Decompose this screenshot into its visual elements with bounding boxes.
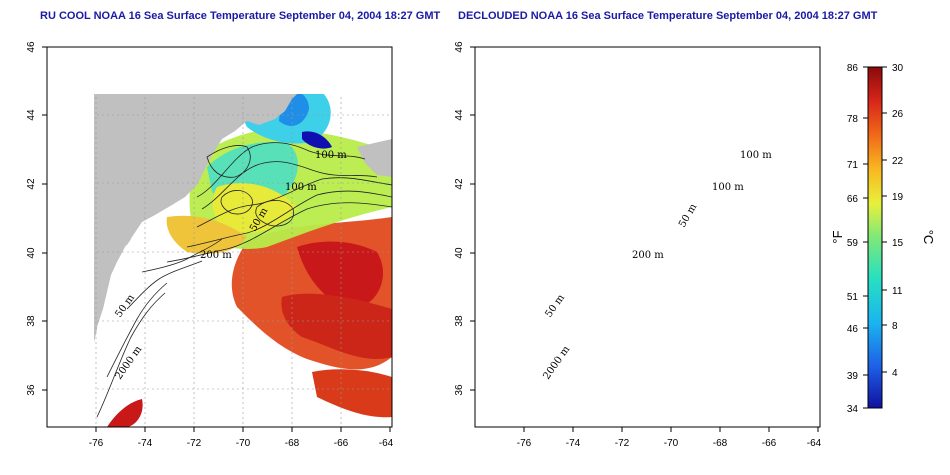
celsius-unit-label: °C <box>921 230 936 245</box>
celsius-tick-4: 4 <box>892 368 898 379</box>
left-map-panel: 100 m 100 m 50 m 200 m 50 m 2000 m <box>46 46 393 428</box>
fahrenheit-tick-59: 59 <box>847 238 859 249</box>
right-contour-label-100m-b: 100 m <box>712 182 744 193</box>
right-lon-tick-70: -70 <box>664 438 679 449</box>
left-contour-label-100m-a: 100 m <box>315 150 347 161</box>
right-map-title: DECLOUDED NOAA 16 Sea Surface Temperatur… <box>458 10 878 22</box>
left-lat-tick-38: 38 <box>26 315 37 327</box>
right-lat-tick-38: 38 <box>454 315 465 327</box>
fahrenheit-tick-78: 78 <box>847 114 859 125</box>
celsius-tick-8: 8 <box>892 321 898 332</box>
left-lat-tick-46: 46 <box>26 41 37 53</box>
celsius-tick-19: 19 <box>892 192 904 203</box>
celsius-tick-30: 30 <box>892 63 904 74</box>
right-lon-tick-74: -74 <box>566 438 581 449</box>
colorbar-gradient <box>867 66 883 409</box>
left-lon-tick-68: -68 <box>285 438 300 449</box>
right-lon-tick-66: -66 <box>762 438 777 449</box>
right-lat-axis: 46 44 42 40 38 36 <box>454 41 475 396</box>
celsius-tick-11: 11 <box>892 286 903 297</box>
right-lon-tick-64: -64 <box>807 438 822 449</box>
right-lat-tick-42: 42 <box>454 178 465 190</box>
left-lon-tick-66: -66 <box>334 438 349 449</box>
right-lon-tick-72: -72 <box>615 438 630 449</box>
left-lat-tick-36: 36 <box>26 384 37 396</box>
right-lat-tick-40: 40 <box>454 247 465 259</box>
right-lat-tick-46: 46 <box>454 41 465 53</box>
right-lat-tick-36: 36 <box>454 384 465 396</box>
celsius-tick-15: 15 <box>892 238 904 249</box>
fahrenheit-tick-86: 86 <box>847 63 859 74</box>
left-grid <box>94 94 392 427</box>
fahrenheit-tick-71: 71 <box>847 160 859 171</box>
left-map-title: RU COOL NOAA 16 Sea Surface Temperature … <box>40 10 441 22</box>
right-contour-label-200m: 200 m <box>632 250 664 261</box>
celsius-tick-26: 26 <box>892 109 904 120</box>
right-lon-tick-76: -76 <box>517 438 532 449</box>
left-lon-tick-74: -74 <box>138 438 153 449</box>
celsius-tick-22: 22 <box>892 156 904 167</box>
left-contour-label-100m-b: 100 m <box>285 182 317 193</box>
left-lon-tick-70: -70 <box>236 438 251 449</box>
right-contour-label-100m-a: 100 m <box>740 150 772 161</box>
right-lon-tick-68: -68 <box>713 438 728 449</box>
fahrenheit-tick-46: 46 <box>847 324 859 335</box>
left-sst-field <box>94 94 393 427</box>
left-lon-tick-72: -72 <box>187 438 202 449</box>
right-lat-tick-44: 44 <box>454 109 465 121</box>
right-map-panel: 100 m 100 m 50 m 200 m 50 m 2000 m <box>474 46 821 428</box>
fahrenheit-tick-34: 34 <box>847 404 859 415</box>
colorbar: 86 78 71 66 59 51 46 39 34 30 26 22 19 1… <box>830 63 936 415</box>
left-lat-tick-42: 42 <box>26 178 37 190</box>
left-lon-axis: -76 -74 -72 -70 -68 -66 -64 <box>89 427 394 449</box>
fahrenheit-unit-label: °F <box>830 230 845 243</box>
fahrenheit-tick-39: 39 <box>847 371 859 382</box>
right-lon-axis: -76 -74 -72 -70 -68 -66 -64 <box>517 427 822 449</box>
fahrenheit-tick-51: 51 <box>847 292 859 303</box>
left-contour-label-200m: 200 m <box>200 250 232 261</box>
left-lon-tick-76: -76 <box>89 438 104 449</box>
left-lat-tick-44: 44 <box>26 109 37 121</box>
left-lat-tick-40: 40 <box>26 247 37 259</box>
left-lat-axis: 46 44 42 40 38 36 <box>26 41 47 396</box>
fahrenheit-tick-66: 66 <box>847 194 859 205</box>
left-lon-tick-64: -64 <box>379 438 394 449</box>
